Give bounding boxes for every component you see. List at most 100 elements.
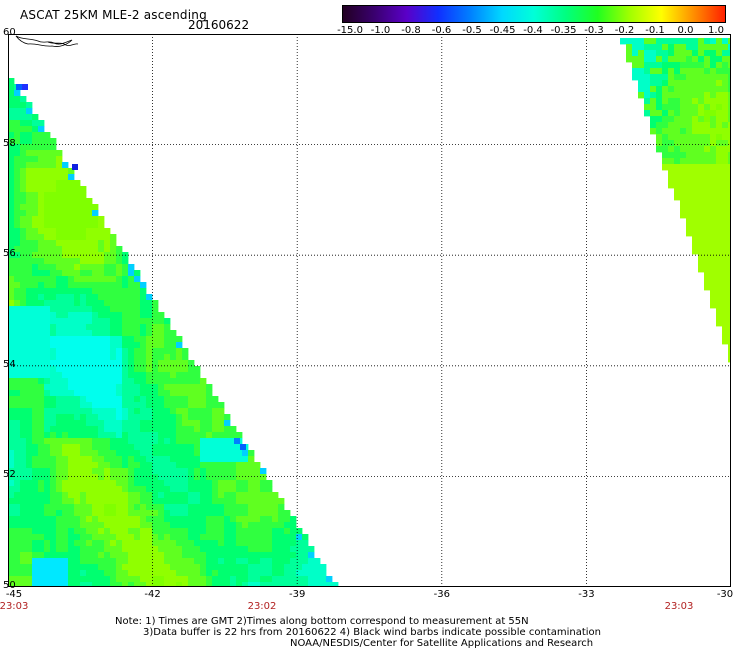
- swath-cell: [692, 212, 699, 219]
- swath-cell: [110, 324, 117, 331]
- swath-cell: [80, 390, 87, 397]
- swath-cell: [176, 528, 183, 535]
- swath-cell: [698, 164, 705, 171]
- swath-cell: [32, 402, 39, 409]
- swath-cell: [698, 86, 705, 93]
- swath-cell: [62, 186, 69, 193]
- swath-cell: [158, 486, 165, 493]
- swath-cell: [164, 450, 171, 457]
- swath-cell: [20, 546, 27, 553]
- swath-cell: [266, 540, 273, 547]
- swath-cell: [242, 474, 249, 481]
- swath-cell: [302, 570, 309, 577]
- swath-cell: [662, 92, 669, 99]
- swath-cell: [662, 128, 669, 135]
- swath-cell: [26, 258, 33, 265]
- swath-cell: [38, 504, 45, 511]
- swath-cell: [668, 134, 675, 141]
- swath-cell: [140, 342, 147, 349]
- swath-cell: [674, 86, 681, 93]
- swath-cell: [140, 360, 147, 367]
- swath-cell: [632, 56, 639, 63]
- swath-cell: [14, 432, 21, 439]
- swath-cell: [32, 270, 39, 277]
- swath-cell: [710, 62, 717, 69]
- swath-cell: [32, 342, 39, 349]
- swath-cell: [698, 104, 705, 111]
- swath-cell: [194, 474, 201, 481]
- swath-cell: [158, 468, 165, 475]
- swath-cell: [200, 480, 207, 487]
- swath-cell: [164, 462, 171, 469]
- swath-cell: [236, 516, 243, 523]
- swath-cell: [14, 270, 21, 277]
- swath-cell: [716, 320, 723, 327]
- swath-cell: [728, 242, 731, 249]
- swath-cell: [302, 576, 309, 583]
- swath-cells: [8, 38, 731, 587]
- swath-cell: [32, 552, 39, 559]
- swath-cell: [182, 414, 189, 421]
- swath-cell: [122, 300, 129, 307]
- swath-cell: [134, 360, 141, 367]
- swath-cell: [74, 318, 81, 325]
- swath-cell: [8, 456, 15, 463]
- swath-cell: [152, 534, 159, 541]
- swath-cell: [728, 320, 731, 327]
- swath-cell: [14, 396, 21, 403]
- swath-cell: [230, 534, 237, 541]
- swath-cell: [50, 540, 57, 547]
- swath-cell: [56, 510, 63, 517]
- swath-cell: [674, 140, 681, 147]
- swath-cell: [248, 480, 255, 487]
- swath-cell: [38, 564, 45, 571]
- swath-cell: [110, 360, 117, 367]
- swath-cell: [86, 336, 93, 343]
- note-line-1: Note: 1) Times are GMT 2)Times along bot…: [115, 616, 529, 627]
- swath-cell: [716, 56, 723, 63]
- swath-cell: [212, 444, 219, 451]
- swath-cell: [308, 570, 315, 577]
- swath-cell: [16, 84, 22, 90]
- swath-cell: [86, 342, 93, 349]
- swath-cell: [8, 528, 15, 535]
- swath-cell: [128, 372, 135, 379]
- swath-cell: [14, 450, 21, 457]
- swath-cell: [188, 564, 195, 571]
- swath-cell: [32, 282, 39, 289]
- swath-cell: [56, 402, 63, 409]
- swath-cell: [104, 366, 111, 373]
- swath-cell: [20, 342, 27, 349]
- swath-cell: [62, 264, 69, 271]
- swath-cell: [20, 438, 27, 445]
- swath-cell: [152, 522, 159, 529]
- swath-cell: [698, 122, 705, 129]
- swath-cell: [698, 206, 705, 213]
- swath-cell: [218, 444, 225, 451]
- swath-cell: [98, 516, 105, 523]
- swath-cell: [212, 582, 219, 587]
- swath-cell: [74, 492, 81, 499]
- swath-cell: [74, 522, 81, 529]
- swath-cell: [188, 372, 195, 379]
- swath-cell: [80, 510, 87, 517]
- swath-cell: [74, 486, 81, 493]
- swath-cell: [62, 540, 69, 547]
- swath-cell: [56, 186, 63, 193]
- swath-cell: [8, 366, 15, 373]
- swath-cell: [56, 564, 63, 571]
- swath-cell: [728, 302, 731, 309]
- swath-cell: [38, 300, 45, 307]
- swath-cell: [242, 564, 249, 571]
- swath-cell: [194, 516, 201, 523]
- swath-cell: [218, 564, 225, 571]
- swath-cell: [284, 570, 291, 577]
- swath-cell: [110, 300, 117, 307]
- swath-cell: [14, 468, 21, 475]
- swath-cell: [206, 564, 213, 571]
- swath-cell: [200, 432, 207, 439]
- swath-cell: [722, 68, 729, 75]
- swath-cell: [662, 80, 669, 87]
- swath-cell: [680, 68, 687, 75]
- swath-cell: [218, 534, 225, 541]
